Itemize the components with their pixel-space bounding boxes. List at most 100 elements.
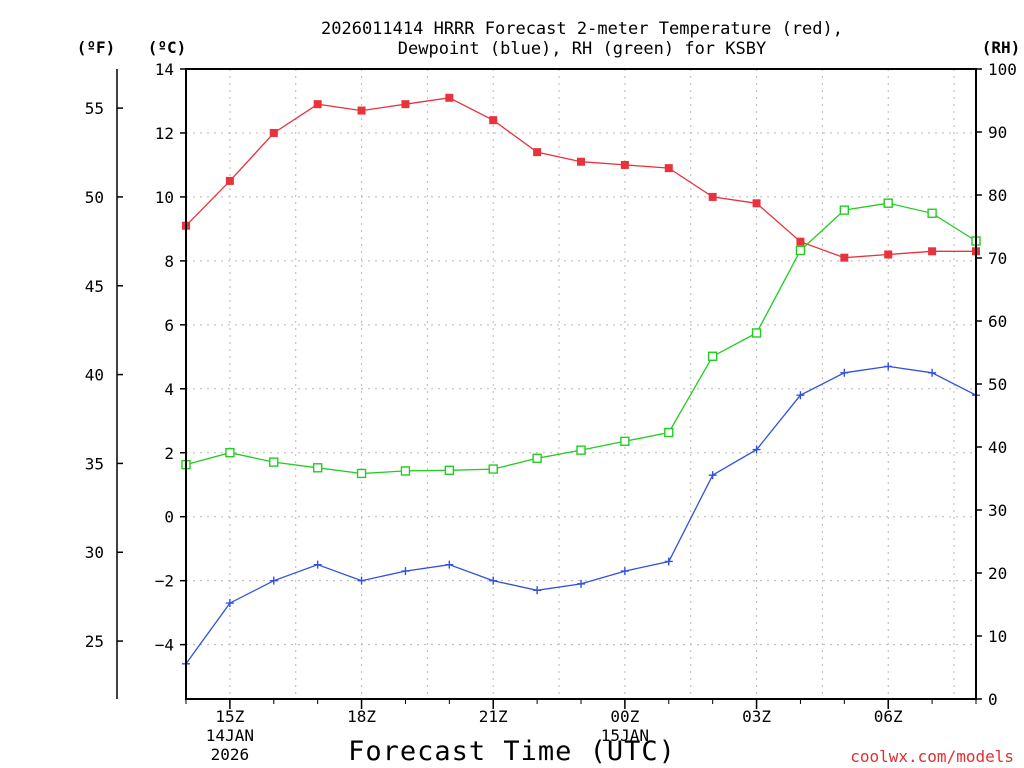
rh-point: [664, 427, 674, 438]
temperature-point: [313, 100, 322, 109]
x-tick-year: 2026: [211, 745, 250, 764]
temperature-line: [185, 97, 976, 259]
rh-tick-label: 60: [988, 312, 1007, 331]
rh-point: [225, 447, 235, 458]
series-layer: [181, 93, 981, 668]
credit-text: coolwx.com/models: [850, 747, 1014, 766]
dewpoint-point: [577, 579, 585, 588]
temperature-point: [928, 247, 937, 256]
dewpoint-point: [752, 445, 761, 454]
rh-point: [883, 198, 893, 208]
dewpoint-point: [225, 599, 234, 608]
dewpoint-line: [185, 365, 977, 665]
x-tick-label: 00Z: [610, 707, 639, 726]
rh-point: [356, 468, 367, 479]
dewpoint-point: [796, 391, 805, 400]
celsius-tick-label: −2: [155, 572, 174, 591]
rh-point: [707, 351, 718, 361]
dewpoint-point: [313, 560, 322, 569]
x-tick-label: 06Z: [874, 707, 903, 726]
rh-tick-label: 80: [988, 186, 1007, 205]
x-tick-label: 03Z: [742, 707, 771, 726]
celsius-unit-label: (ºC): [148, 38, 187, 57]
rh-tick-label: 50: [988, 375, 1007, 394]
temperature-point: [489, 116, 498, 125]
rh-tick-label: 100: [988, 60, 1017, 79]
rh-tick-label: 10: [988, 627, 1007, 646]
celsius-tick-label: 2: [164, 444, 174, 463]
dewpoint-point: [357, 576, 366, 585]
chart-title-line2: Dewpoint (blue), RH (green) for KSBY: [398, 39, 766, 59]
rh-unit-label: (RH): [982, 38, 1021, 57]
rh-line: [185, 202, 977, 475]
temperature-point: [533, 148, 542, 157]
celsius-tick-label: 10: [155, 188, 174, 207]
x-axis-label: Forecast Time (UTC): [348, 736, 676, 767]
fahrenheit-tick-label: 35: [85, 454, 104, 473]
fahrenheit-tick-label: 45: [85, 277, 104, 296]
x-tick-label: 15Z: [215, 707, 244, 726]
dewpoint-point: [708, 471, 717, 480]
dewpoint-point: [489, 576, 498, 585]
dewpoint-point: [533, 586, 542, 595]
dewpoint-point: [620, 567, 629, 576]
dewpoint-point: [445, 560, 454, 569]
celsius-tick-label: 8: [164, 252, 174, 271]
rh-point: [444, 465, 455, 476]
dewpoint-point: [928, 368, 937, 377]
temperature-point: [445, 93, 454, 102]
rh-point: [927, 208, 937, 218]
rh-tick-label: 20: [988, 564, 1007, 583]
celsius-tick-label: 14: [155, 60, 174, 79]
rh-tick-label: 30: [988, 501, 1007, 520]
dewpoint-point: [664, 557, 673, 566]
x-tick-label: 21Z: [479, 707, 508, 726]
fahrenheit-unit-label: (ºF): [77, 38, 116, 57]
x-tick-label: 18Z: [347, 707, 376, 726]
rh-tick-label: 90: [988, 123, 1007, 142]
rh-point: [839, 205, 850, 215]
rh-point: [795, 245, 806, 256]
fahrenheit-tick-label: 30: [85, 543, 104, 562]
fahrenheit-tick-label: 25: [85, 632, 104, 651]
celsius-tick-label: 4: [164, 380, 174, 399]
chart-title-line1: 2026011414 HRRR Forecast 2-meter Tempera…: [321, 19, 843, 39]
rh-tick-label: 0: [988, 690, 998, 709]
temperature-point: [620, 160, 629, 169]
celsius-tick-label: 0: [164, 508, 174, 527]
fahrenheit-tick-label: 55: [85, 99, 104, 118]
rh-tick-label: 40: [988, 438, 1007, 457]
rh-point: [751, 328, 762, 338]
x-tick-date: 15JAN: [601, 726, 649, 745]
rh-point: [400, 466, 411, 476]
x-tick-date: 14JAN: [206, 726, 254, 745]
temperature-point: [269, 128, 278, 137]
temperature-point: [708, 192, 717, 201]
rh-tick-label: 70: [988, 249, 1007, 268]
rh-point: [312, 463, 323, 473]
temperature-point: [796, 237, 805, 246]
rh-point: [576, 445, 586, 455]
temperature-point: [401, 100, 410, 109]
axes-layer: 14121086420−2−45550454035302510090807060…: [85, 60, 1017, 764]
rh-point: [488, 464, 498, 474]
dewpoint-point: [401, 567, 410, 576]
temperature-point: [357, 106, 366, 115]
fahrenheit-tick-label: 40: [85, 366, 104, 385]
rh-point: [269, 457, 279, 467]
temperature-point: [752, 199, 761, 208]
celsius-tick-label: 6: [164, 316, 174, 335]
dewpoint-point: [884, 362, 893, 371]
dewpoint-point: [840, 368, 849, 377]
dewpoint-point: [269, 576, 278, 585]
fahrenheit-tick-label: 50: [85, 188, 104, 207]
temperature-point: [884, 250, 893, 259]
temperature-point: [664, 164, 673, 173]
rh-point: [620, 436, 630, 447]
temperature-point: [840, 253, 849, 262]
temperature-point: [577, 157, 585, 166]
rh-point: [532, 453, 542, 464]
temperature-point: [225, 176, 234, 185]
celsius-tick-label: 12: [155, 124, 174, 143]
